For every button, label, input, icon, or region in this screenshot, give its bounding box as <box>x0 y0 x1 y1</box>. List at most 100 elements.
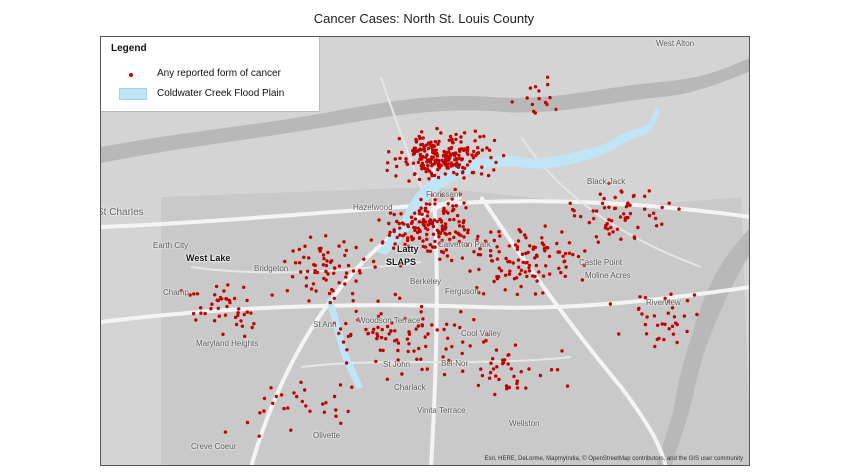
cancer-case-dot <box>538 373 543 378</box>
cancer-case-dot <box>462 131 467 135</box>
cancer-case-dot <box>461 369 465 373</box>
cancer-case-dot <box>561 254 565 258</box>
cancer-case-dot <box>537 270 541 274</box>
cancer-case-dot <box>579 214 583 219</box>
cancer-case-dot <box>447 147 451 151</box>
cancer-case-dot <box>389 329 393 333</box>
cancer-case-dot <box>210 302 214 306</box>
cancer-case-dot <box>494 160 498 165</box>
cancer-case-dot <box>624 204 629 209</box>
cancer-case-dot <box>450 258 454 263</box>
place-ferguson: Ferguson <box>445 287 479 296</box>
cancer-case-dot <box>497 377 501 382</box>
cancer-case-dot <box>602 206 607 210</box>
cancer-case-dot <box>468 344 472 348</box>
cancer-case-dot <box>387 150 391 154</box>
cancer-case-dot <box>492 238 496 243</box>
cancer-case-dot <box>660 322 664 326</box>
cancer-case-dot <box>554 107 558 112</box>
cancer-case-dot <box>555 241 559 246</box>
place-st-charles: St Charles <box>100 207 144 218</box>
cancer-case-dot <box>462 201 466 205</box>
cancer-case-dot <box>528 244 532 248</box>
place-florissant: Florissant <box>426 190 461 199</box>
cancer-case-dot <box>325 259 329 263</box>
cancer-case-dot <box>465 163 470 167</box>
cancer-case-dot <box>245 420 250 425</box>
cancer-case-dot <box>540 236 544 240</box>
cancer-case-dot <box>448 154 452 158</box>
cancer-case-dot <box>541 291 545 295</box>
cancer-case-dot <box>452 323 457 327</box>
cancer-case-dot <box>218 295 223 300</box>
cancer-case-dot <box>477 267 481 272</box>
cancer-case-dot <box>417 177 422 182</box>
cancer-case-dot <box>212 319 217 323</box>
cancer-case-dot <box>413 150 417 154</box>
cancer-case-dot <box>478 253 483 257</box>
cancer-case-dot <box>445 322 449 326</box>
cancer-case-dot <box>617 332 621 336</box>
cancer-case-dot <box>423 335 427 339</box>
cancer-case-dot <box>283 259 287 264</box>
cancer-case-dot <box>565 384 570 388</box>
cancer-case-dot <box>431 150 435 155</box>
cancer-case-dot <box>523 233 527 237</box>
cancer-case-dot <box>443 172 447 176</box>
cancer-case-dot <box>332 296 336 300</box>
map-canvas[interactable]: Legend Any reported form of cancer Coldw… <box>100 36 750 466</box>
place-hazelwood: Hazelwood <box>353 203 393 212</box>
cancer-case-dot <box>387 332 391 336</box>
cancer-case-dot <box>322 256 326 261</box>
cancer-case-dot <box>452 235 456 240</box>
cancer-case-dot <box>484 338 488 343</box>
cancer-case-dot <box>654 224 659 228</box>
cancer-case-dot <box>376 325 380 330</box>
cancer-case-dot <box>242 312 246 317</box>
cancer-case-dot <box>480 373 485 378</box>
cancer-case-dot <box>344 361 349 365</box>
cancer-case-dot <box>607 218 611 222</box>
cancer-case-dot <box>423 209 428 213</box>
cancer-case-dot <box>491 357 495 361</box>
cancer-case-dot <box>416 226 420 230</box>
cancer-case-dot <box>454 204 458 208</box>
cancer-case-dot <box>504 256 508 261</box>
cancer-case-dot <box>293 261 298 265</box>
cancer-case-dot <box>395 235 399 240</box>
cancer-case-dot <box>291 249 295 253</box>
cancer-case-dot <box>462 176 466 180</box>
cancer-case-dot <box>223 313 228 317</box>
cancer-case-dot <box>458 325 462 330</box>
place-wellston: Wellston <box>509 419 540 428</box>
cancer-case-dot <box>476 234 480 239</box>
cancer-case-dot <box>437 161 441 165</box>
cancer-case-dot <box>462 228 467 232</box>
cancer-case-dot <box>421 317 425 321</box>
cancer-case-dot <box>397 226 402 230</box>
place-cool-valley: Cool Valley <box>461 329 501 338</box>
cancer-case-dot <box>685 298 690 303</box>
cancer-case-dot <box>535 279 539 283</box>
cancer-case-dot <box>449 161 454 165</box>
cancer-case-dot <box>534 263 539 268</box>
cancer-case-dot <box>419 197 423 202</box>
cancer-case-dot <box>405 238 410 243</box>
cancer-case-dot <box>217 314 221 318</box>
cancer-case-dot <box>327 291 332 296</box>
cancer-case-dot <box>537 89 541 93</box>
cancer-case-dot <box>418 154 423 158</box>
cancer-case-dot <box>483 239 488 243</box>
cancer-case-dot <box>582 263 586 267</box>
cancer-case-dot <box>427 158 431 162</box>
cancer-case-dot <box>412 172 417 177</box>
cancer-case-dot <box>343 282 347 286</box>
cancer-case-dot <box>407 179 411 183</box>
missouri-river <box>101 57 749 163</box>
cancer-case-dot <box>424 344 428 349</box>
cancer-case-dot <box>428 249 433 253</box>
cancer-case-dot <box>580 278 585 282</box>
cancer-case-dot <box>252 322 256 326</box>
cancer-case-dot <box>609 219 614 223</box>
cancer-case-dot <box>309 287 314 291</box>
